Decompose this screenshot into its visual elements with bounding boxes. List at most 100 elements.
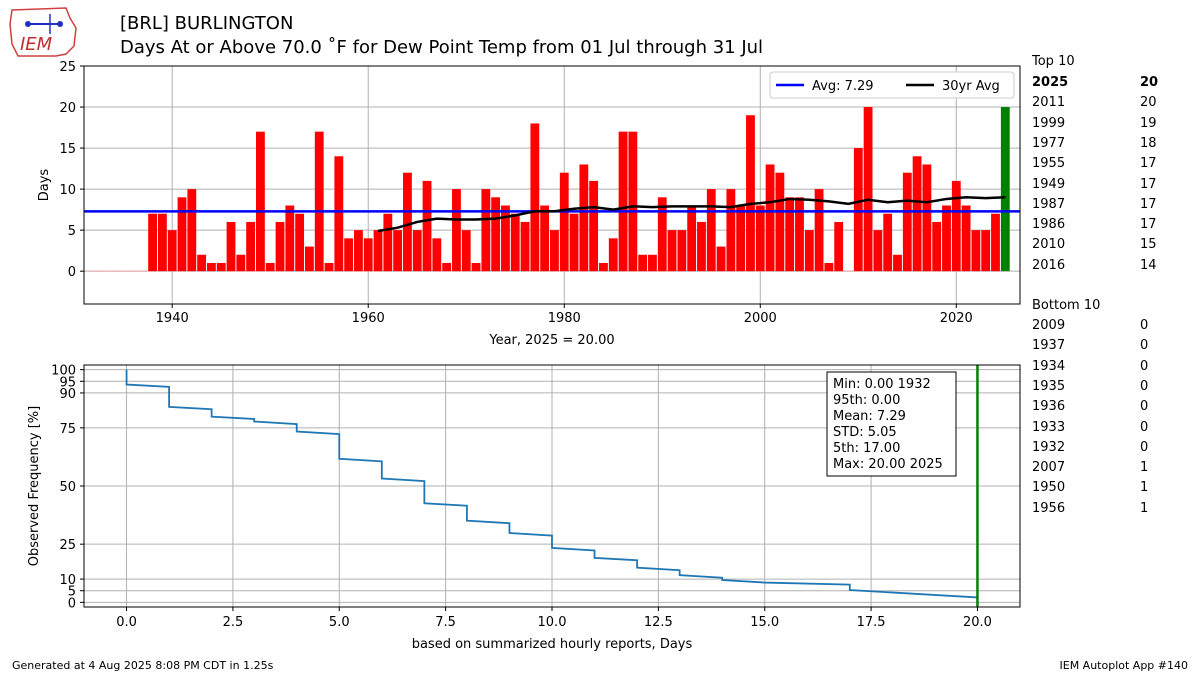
rank-row: 1999 19: [1032, 116, 1162, 136]
bar-1964: [403, 172, 412, 272]
rolling-average-line: [377, 196, 1006, 233]
rank-row: 1977 18: [1032, 136, 1162, 156]
x-tick-label: 1980: [548, 311, 581, 326]
chart-title: [BRL] BURLINGTON: [120, 13, 294, 34]
bar-1961: [373, 230, 383, 272]
x-tick-label: 10.0: [538, 615, 567, 630]
bar-1958: [344, 238, 354, 272]
bar-2019: [942, 205, 951, 272]
x-tick-label: 2000: [744, 311, 777, 326]
y-tick-label: 5: [68, 585, 76, 600]
bar-2004: [795, 197, 804, 272]
bar-1976: [520, 221, 530, 272]
y-tick-label: 50: [59, 480, 76, 495]
rank-row: 1986 17: [1032, 217, 1162, 237]
bar-2024: [991, 213, 1000, 272]
bar-2011: [863, 107, 873, 272]
bar-1962: [383, 213, 393, 272]
rank-value: 14: [1140, 257, 1157, 273]
bar-1980: [559, 172, 569, 272]
bar-1973: [491, 197, 501, 272]
y-tick-label: 10: [59, 183, 76, 198]
top-x-axis-label: Year, 2025 = 20.00: [488, 333, 614, 348]
legend: [769, 71, 1015, 99]
rank-value: 0: [1140, 419, 1149, 435]
rank-value: 17: [1140, 217, 1157, 233]
bar-1969: [452, 189, 461, 272]
bar-1995: [706, 189, 716, 272]
bar-1966: [422, 180, 432, 272]
bar-2025: [1000, 107, 1010, 272]
bottom10-heading: Bottom 10: [1032, 298, 1101, 313]
rank-year: 1933: [1032, 419, 1066, 435]
bottom-x-axis-label: based on summarized hourly reports, Days: [412, 637, 693, 652]
legend-rolling-label: 30yr Avg: [942, 79, 1000, 94]
bar-1960: [363, 238, 373, 272]
rank-row: 1937 0: [1032, 338, 1162, 358]
rank-row: 1956 1: [1032, 501, 1162, 521]
rank-year: 1936: [1032, 399, 1066, 415]
bar-1978: [540, 205, 550, 272]
stats-line: 95th: 0.00: [833, 393, 900, 408]
bar-1955: [314, 131, 324, 272]
rank-value: 19: [1140, 115, 1157, 131]
bar-1938: [148, 213, 158, 272]
x-tick-label: 2020: [940, 311, 973, 326]
bar-1950: [265, 262, 275, 272]
rank-row: 1949 17: [1032, 177, 1162, 197]
bar-1943: [197, 254, 207, 272]
y-tick-label: 95: [59, 375, 76, 390]
bar-1939: [157, 213, 167, 272]
rank-value: 0: [1140, 399, 1149, 415]
bar-2001: [765, 164, 775, 272]
rank-value: 1: [1140, 500, 1149, 516]
y-tick-label: 20: [59, 101, 76, 116]
top10-heading: Top 10: [1032, 54, 1075, 69]
bar-1941: [177, 197, 187, 272]
rank-value: 17: [1140, 196, 1157, 212]
bar-1948: [246, 221, 256, 272]
y-tick-label: 25: [59, 60, 76, 75]
y-tick-label: 75: [59, 422, 76, 437]
bar-1997: [726, 189, 736, 272]
y-tick-label: 10: [59, 573, 76, 588]
rank-value: 1: [1140, 460, 1149, 476]
x-tick-label: 1940: [156, 311, 189, 326]
y-tick-label: 0: [68, 265, 76, 280]
y-tick-label: 0: [68, 596, 76, 611]
rank-row: 1933 0: [1032, 420, 1162, 440]
bar-2010: [853, 148, 863, 272]
bar-1974: [501, 205, 510, 272]
rank-row: 1955 17: [1032, 156, 1162, 176]
y-tick-label: 25: [59, 538, 76, 553]
bar-2002: [775, 172, 785, 272]
rank-year: 1932: [1032, 439, 1066, 455]
iem-logo: IEM: [9, 7, 77, 57]
bar-1944: [207, 262, 216, 272]
bar-1970: [461, 230, 471, 272]
rank-value: 17: [1140, 176, 1157, 192]
bar-1988: [638, 254, 648, 272]
bar-1954: [305, 246, 314, 272]
rank-year: 1935: [1032, 378, 1066, 394]
rank-value: 0: [1140, 439, 1149, 455]
bar-2020: [951, 180, 961, 272]
rank-year: 1937: [1032, 338, 1066, 354]
rank-value: 17: [1140, 156, 1157, 172]
rank-row: 1934 0: [1032, 359, 1162, 379]
bar-1959: [354, 230, 363, 272]
rank-row: 2007 1: [1032, 460, 1162, 480]
bar-2018: [932, 221, 942, 272]
bar-2000: [755, 205, 765, 272]
rank-row: 1935 0: [1032, 379, 1162, 399]
logo-text: IEM: [20, 34, 53, 55]
rank-row: 2009 0: [1032, 318, 1162, 338]
rank-row: 2016 14: [1032, 258, 1162, 278]
bar-1994: [697, 221, 706, 272]
rank-value: 20: [1140, 75, 1159, 90]
bar-1949: [256, 131, 265, 272]
bar-1993: [687, 205, 697, 272]
bar-1986: [618, 131, 628, 272]
stats-line: Min: 0.00 1932: [833, 377, 931, 392]
